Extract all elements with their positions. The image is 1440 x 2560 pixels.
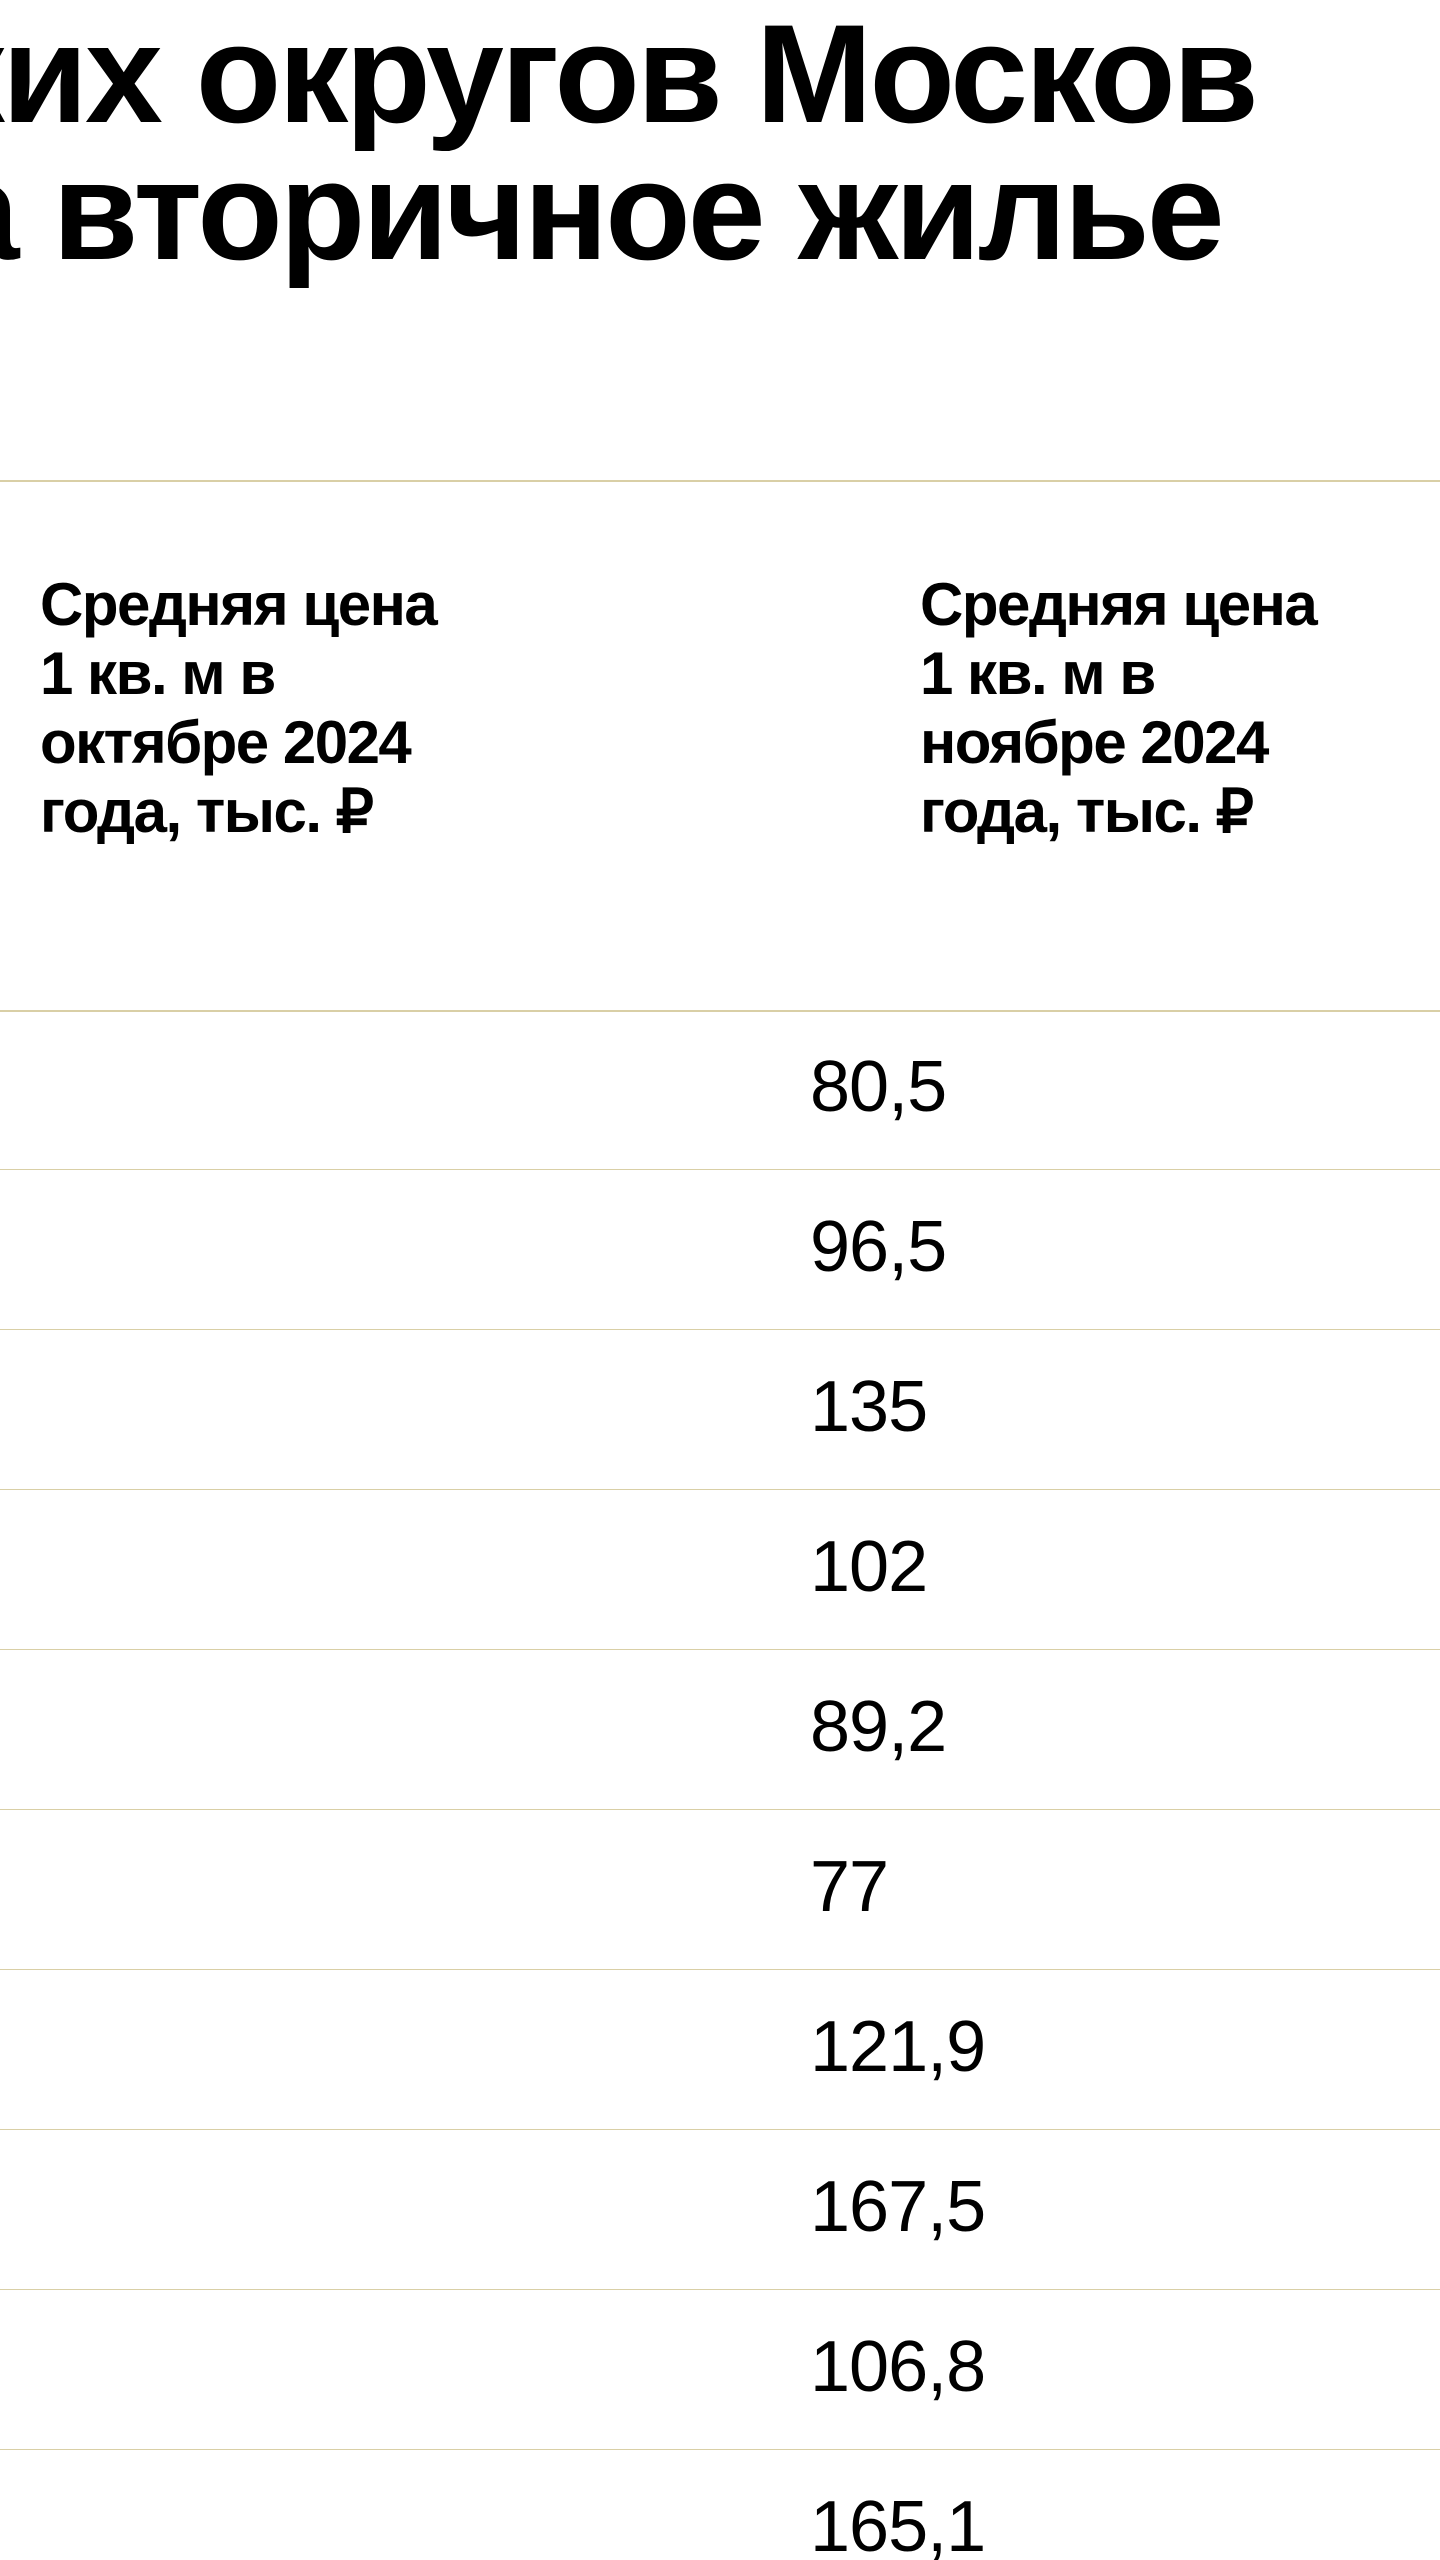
page-title: ских округов Москов на вторичное жилье — [0, 0, 1440, 284]
table-row: 4,9 165,1 — [0, 2450, 1440, 2560]
cell-october: 1,6 — [0, 1526, 280, 1608]
table-row: ,6 96,5 — [0, 1170, 1440, 1330]
cell-november: 106,8 — [810, 2326, 1190, 2408]
col2-line3: ноябре 2024 — [920, 709, 1268, 776]
cell-october: ,9 — [0, 1686, 280, 1768]
col1-line4: года, тыс. ₽ — [40, 778, 372, 845]
cell-october: 7,1 — [0, 2166, 280, 2248]
page: ских округов Москов на вторичное жилье С… — [0, 0, 1440, 2560]
cell-october: ,6 — [0, 1206, 280, 1288]
table-row: 1,6 102 — [0, 1490, 1440, 1650]
col1-line2: 1 кв. м в — [40, 640, 275, 707]
table-row: ,9 89,2 — [0, 1650, 1440, 1810]
cell-october: ,5 — [0, 1046, 280, 1128]
table-row: 6,6 106,8 — [0, 2290, 1440, 2450]
cell-october: ,8 — [0, 1846, 280, 1928]
col1-line1: Средняя цена — [40, 571, 436, 638]
title-line-2: на вторичное жилье — [0, 137, 1440, 284]
cell-november: 167,5 — [810, 2166, 1190, 2248]
col2-line4: года, тыс. ₽ — [920, 778, 1252, 845]
cell-november: 102 — [810, 1526, 1190, 1608]
column-header-october: Средняя цена 1 кв. м в октябре 2024 года… — [40, 570, 680, 846]
col2-line1: Средняя цена — [920, 571, 1316, 638]
table-row: 4,4 135 — [0, 1330, 1440, 1490]
cell-november: 121,9 — [810, 2006, 1190, 2088]
cell-november: 77 — [810, 1846, 1190, 1928]
table-row: 7,1 167,5 — [0, 2130, 1440, 2290]
table-row: ,5 80,5 — [0, 1010, 1440, 1170]
cell-october: 6,6 — [0, 2326, 280, 2408]
header-divider-top — [0, 480, 1440, 482]
col2-line2: 1 кв. м в — [920, 640, 1155, 707]
cell-october: 1,6 — [0, 2006, 280, 2088]
cell-november: 89,2 — [810, 1686, 1190, 1768]
title-line-1: ских округов Москов — [0, 0, 1440, 147]
cell-october: 4,4 — [0, 1366, 280, 1448]
table-row: ,8 77 — [0, 1810, 1440, 1970]
cell-october: 4,9 — [0, 2486, 280, 2560]
cell-november: 165,1 — [810, 2486, 1190, 2560]
cell-november: 135 — [810, 1366, 1190, 1448]
column-header-november: Средняя цена 1 кв. м в ноябре 2024 года,… — [920, 570, 1440, 846]
col1-line3: октябре 2024 — [40, 709, 410, 776]
table-row: 1,6 121,9 — [0, 1970, 1440, 2130]
cell-november: 96,5 — [810, 1206, 1190, 1288]
cell-november: 80,5 — [810, 1046, 1190, 1128]
